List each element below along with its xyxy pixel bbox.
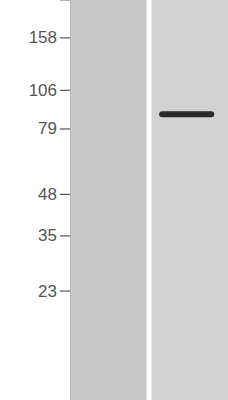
marker-label: 23 — [38, 282, 57, 301]
marker-tick: 48 — [38, 185, 70, 204]
marker-tick: 23 — [38, 282, 70, 301]
marker-label: 106 — [29, 81, 57, 100]
marker-label: 79 — [38, 119, 57, 138]
marker-tick: 35 — [38, 226, 70, 245]
tick-mark — [60, 235, 70, 236]
tick-mark — [60, 90, 70, 91]
marker-axis: 158 106 79 48 35 23 — [29, 1, 71, 400]
blot-figure: 158 106 79 48 35 23 — [0, 0, 228, 400]
tick-mark — [60, 290, 70, 291]
tick-mark — [60, 37, 70, 38]
marker-label: 48 — [38, 185, 57, 204]
lanes — [70, 0, 228, 400]
tick-mark — [60, 128, 70, 129]
marker-tick: 79 — [38, 119, 70, 138]
marker-label: 158 — [29, 28, 57, 47]
marker-tick: 106 — [29, 81, 70, 100]
band — [159, 111, 214, 117]
lane — [70, 0, 147, 400]
marker-tick: 158 — [29, 28, 70, 47]
lane — [151, 0, 228, 400]
tick-mark — [60, 194, 70, 195]
bands — [159, 111, 214, 117]
marker-label: 35 — [38, 226, 57, 245]
axis-line — [60, 1, 71, 400]
